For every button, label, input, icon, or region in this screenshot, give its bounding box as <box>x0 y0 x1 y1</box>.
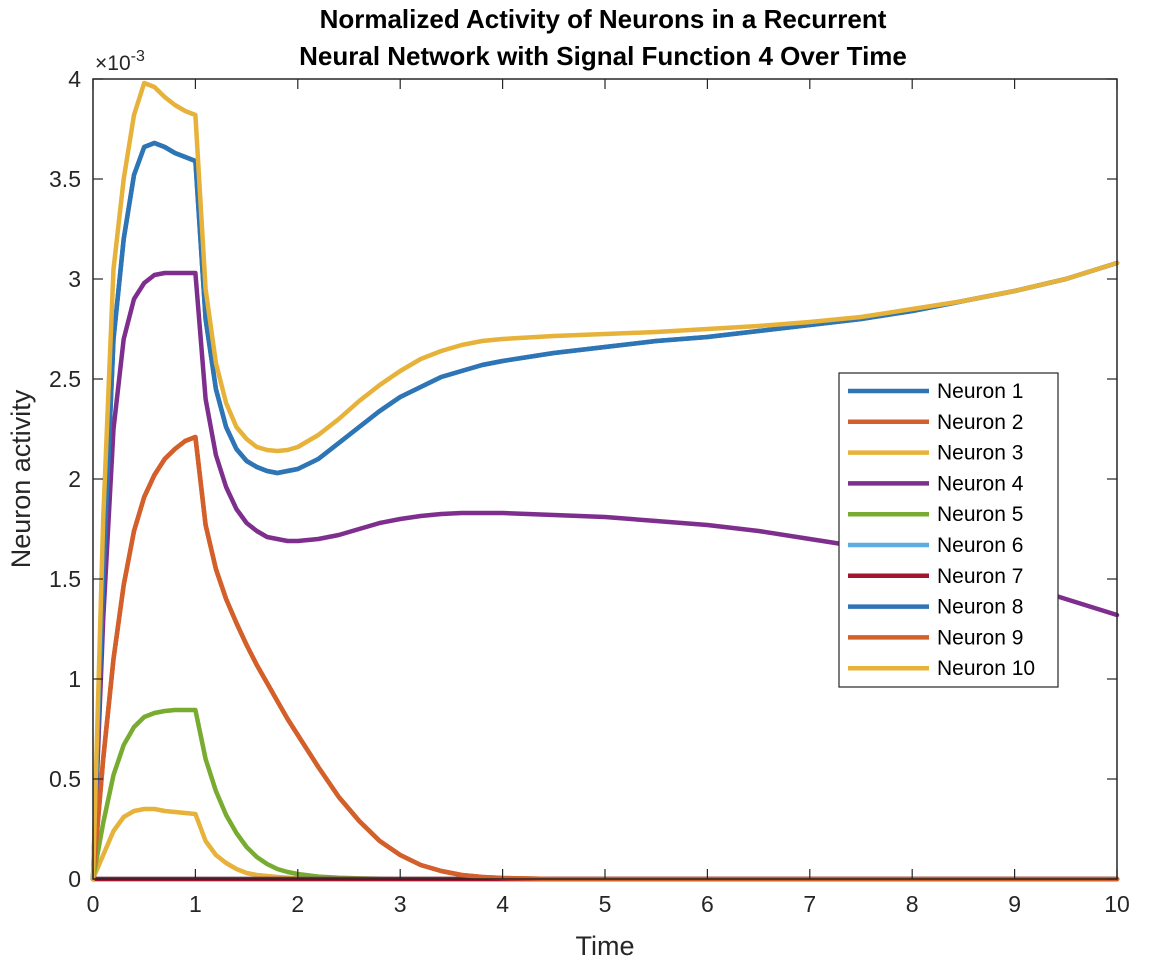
x-tick-label: 2 <box>291 891 304 917</box>
legend-label-neuron-6: Neuron 6 <box>937 534 1023 557</box>
x-tick-label: 8 <box>906 891 919 917</box>
legend-label-neuron-7: Neuron 7 <box>937 565 1023 588</box>
chart-title-line-2: Neural Network with Signal Function 4 Ov… <box>299 41 907 71</box>
x-tick-label: 1 <box>189 891 202 917</box>
y-exponent-label: ×10-3 <box>95 48 145 75</box>
legend-label-neuron-10: Neuron 10 <box>937 657 1035 680</box>
x-tick-label: 3 <box>394 891 407 917</box>
legend-label-neuron-3: Neuron 3 <box>937 442 1023 465</box>
x-axis-label: Time <box>576 931 635 961</box>
legend-label-neuron-1: Neuron 1 <box>937 380 1023 403</box>
y-tick-label: 1.5 <box>49 566 81 592</box>
series-line-neuron-4 <box>90 270 1120 882</box>
series-line-neuron-3 <box>90 806 1120 882</box>
x-tick-label: 10 <box>1104 891 1130 917</box>
y-tick-label: 2 <box>68 466 81 492</box>
legend-label-neuron-9: Neuron 9 <box>937 626 1023 649</box>
legend-label-neuron-4: Neuron 4 <box>937 472 1024 495</box>
x-tick-label: 0 <box>87 891 100 917</box>
series-line-neuron-10 <box>90 80 1120 882</box>
x-tick-label: 7 <box>803 891 816 917</box>
x-tick-label: 5 <box>599 891 612 917</box>
legend: Neuron 1 Neuron 2 Neuron 3 Neuron 4 Neuron 5… <box>838 372 1059 688</box>
y-tick-label: 4 <box>68 66 81 92</box>
series-line-neuron-8 <box>90 140 1120 882</box>
x-tick-label: 6 <box>701 891 714 917</box>
legend-label-neuron-2: Neuron 2 <box>937 411 1023 434</box>
y-tick-label: 0 <box>68 866 81 892</box>
y-tick-label: 3 <box>68 266 81 292</box>
y-tick-label: 2.5 <box>49 366 81 392</box>
legend-label-neuron-8: Neuron 8 <box>937 596 1023 619</box>
chart-title-line-1: Normalized Activity of Neurons in a Recu… <box>320 4 887 34</box>
axis-ticks: 0 1 2 3 4 5 6 7 8 9 10 0 0.5 1 1.5 2 2.5 3 3.5 4 <box>49 66 1130 917</box>
y-tick-label: 1 <box>68 666 81 692</box>
y-tick-label: 0.5 <box>49 766 81 792</box>
y-axis-label: Neuron activity <box>6 389 36 568</box>
y-tick-label: 3.5 <box>49 166 81 192</box>
x-tick-label: 9 <box>1008 891 1021 917</box>
series-line-neuron-5 <box>90 707 1120 882</box>
legend-box <box>838 372 1059 688</box>
legend-label-neuron-5: Neuron 5 <box>937 503 1023 526</box>
series-line-neuron-9 <box>90 434 1120 882</box>
x-tick-label: 4 <box>496 891 509 917</box>
